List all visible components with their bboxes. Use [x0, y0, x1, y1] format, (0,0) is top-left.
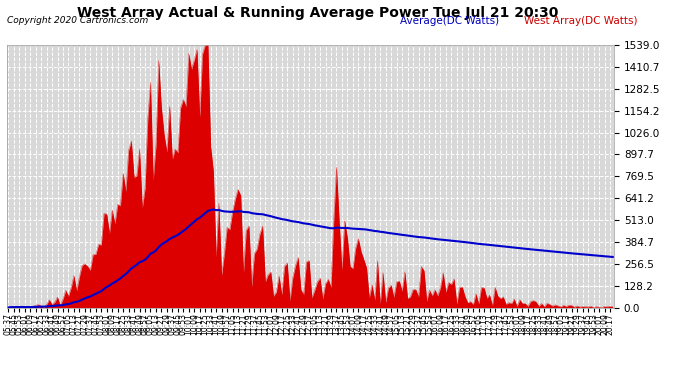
Text: West Array(DC Watts): West Array(DC Watts) [524, 16, 638, 26]
Text: Copyright 2020 Cartronics.com: Copyright 2020 Cartronics.com [7, 16, 148, 25]
Text: West Array Actual & Running Average Power Tue Jul 21 20:30: West Array Actual & Running Average Powe… [77, 6, 558, 20]
Text: Average(DC Watts): Average(DC Watts) [400, 16, 500, 26]
